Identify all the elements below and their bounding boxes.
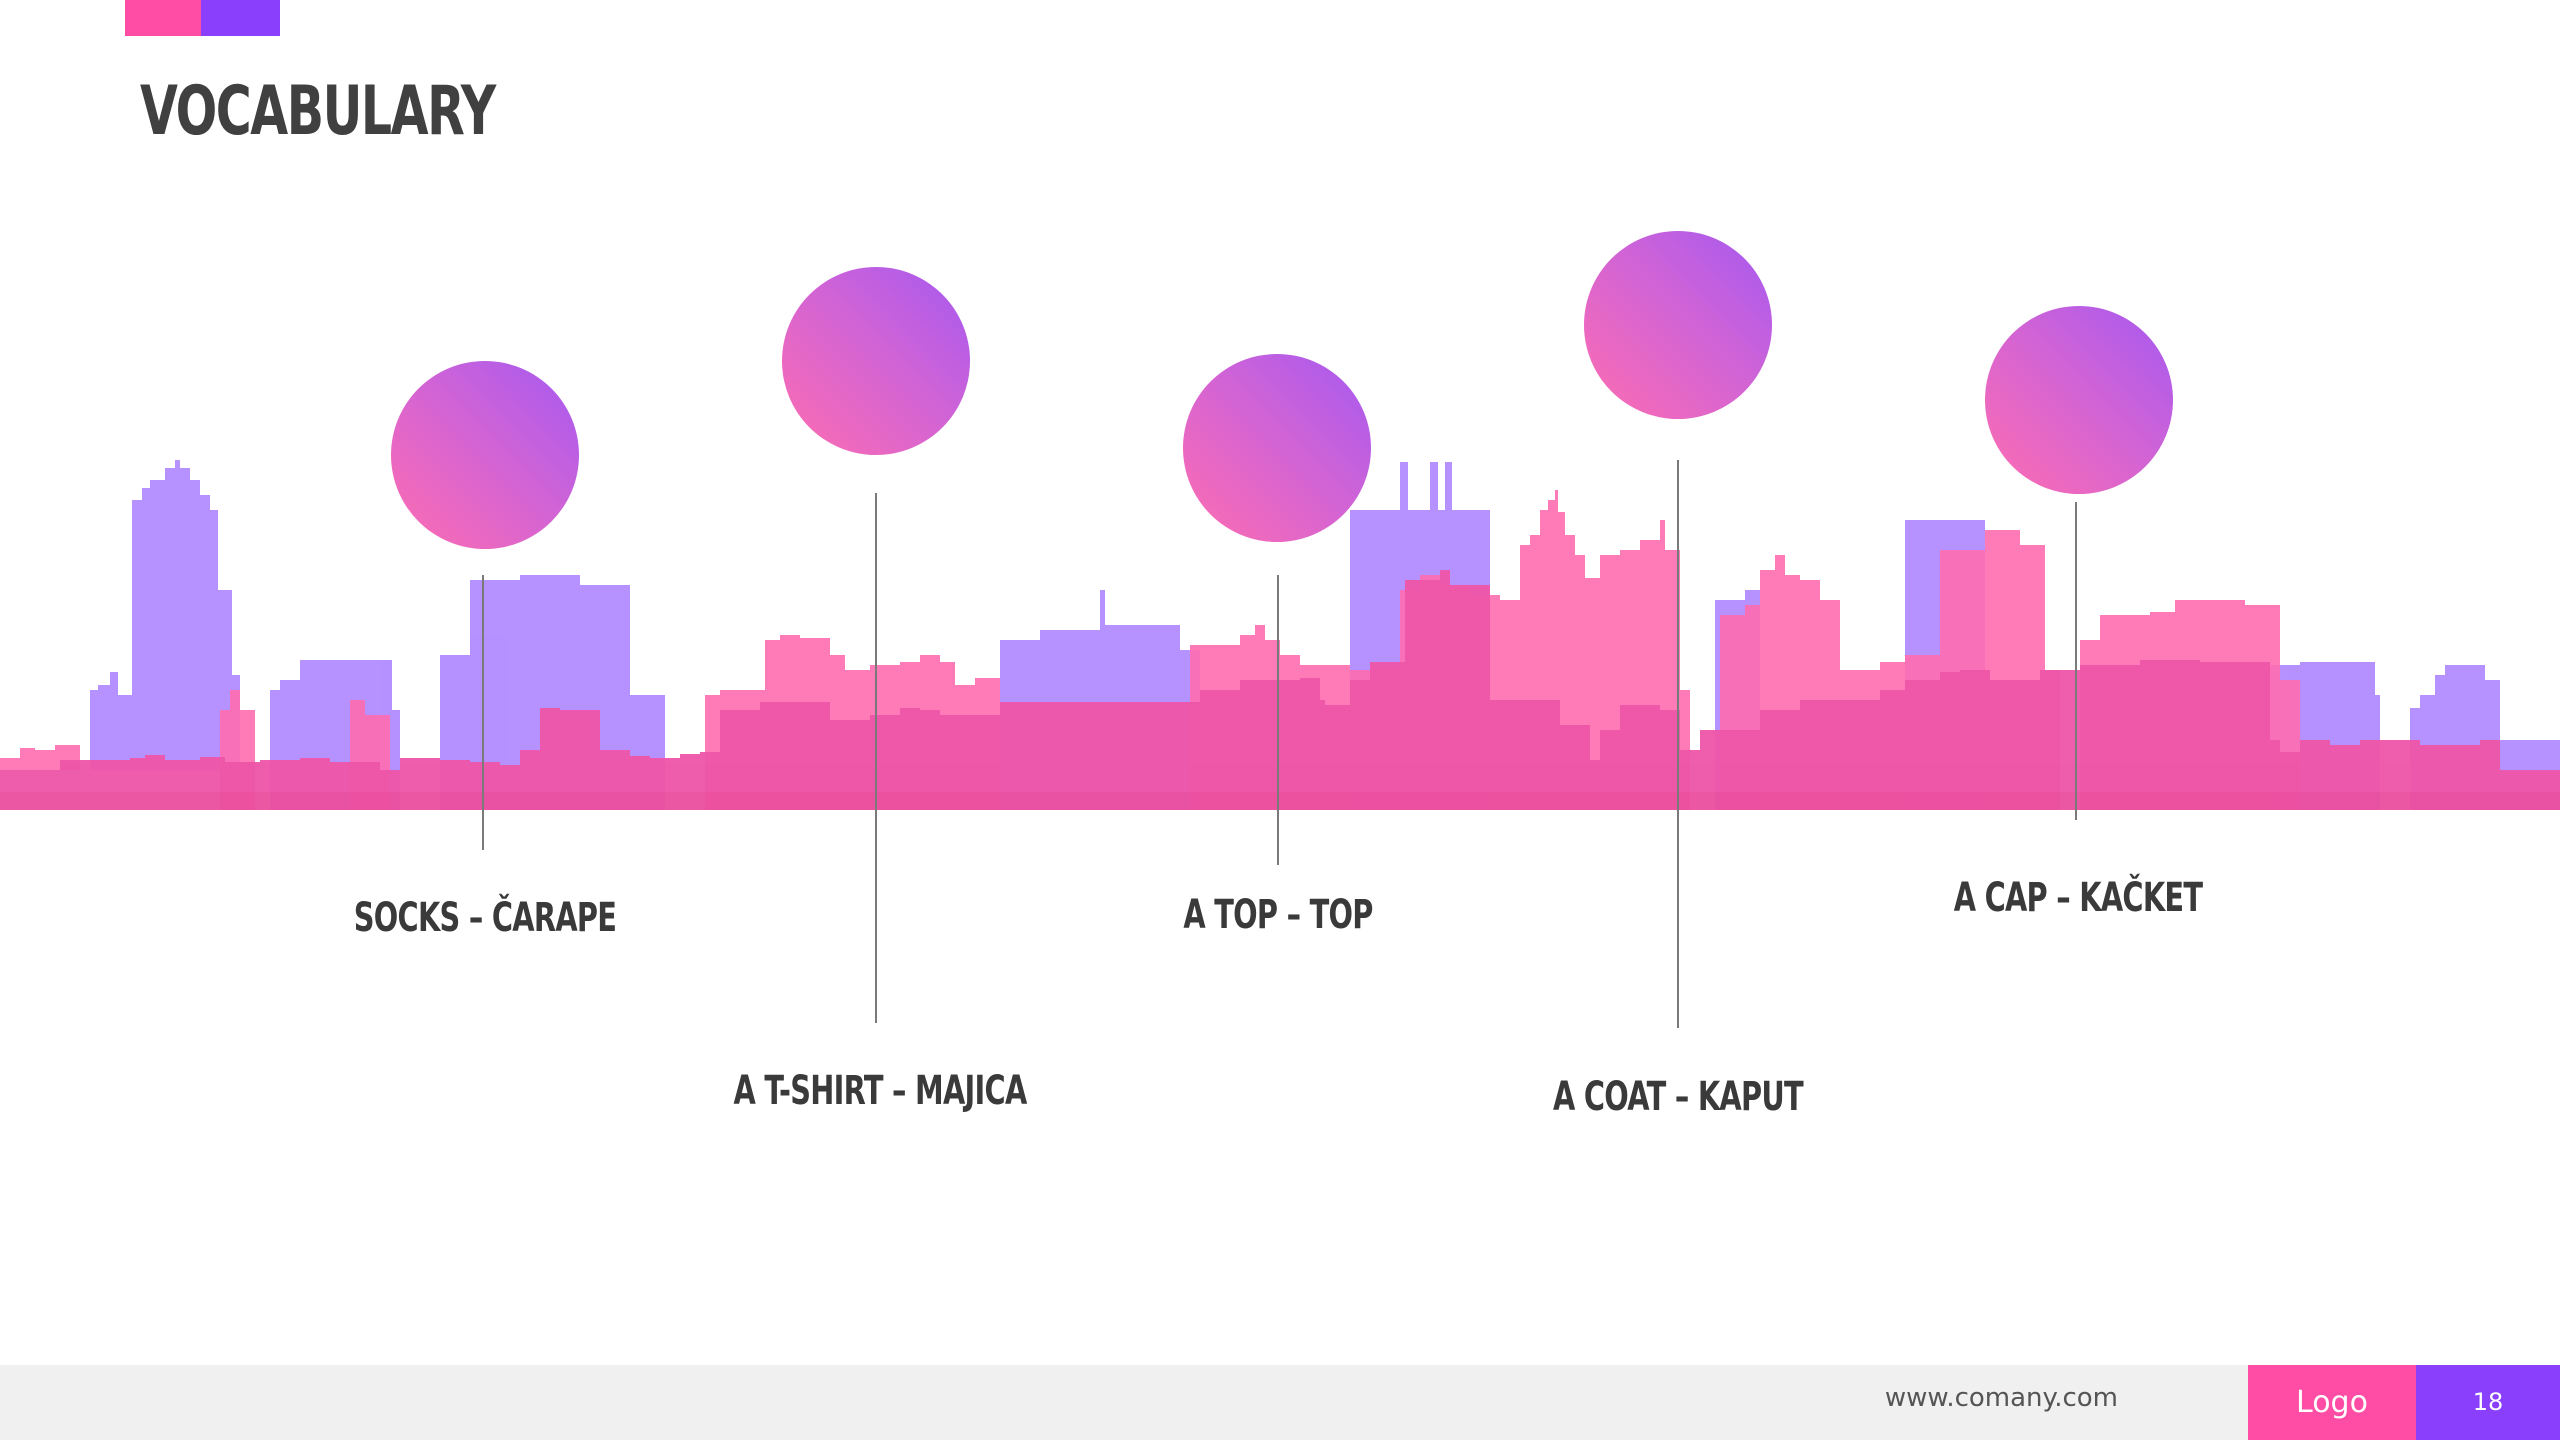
connector-line <box>875 493 877 1023</box>
connector-line <box>2075 502 2077 820</box>
vocab-label: A CAP – KAČKET <box>1953 875 2203 921</box>
bubble-circle <box>1985 306 2173 494</box>
bubble-circle <box>1183 354 1371 542</box>
bubble-circle <box>782 267 970 455</box>
connector-line <box>1677 460 1679 1028</box>
footer-logo: Logo <box>2248 1365 2416 1440</box>
connector-line <box>1277 575 1279 865</box>
vocab-label: A COAT – KAPUT <box>1553 1074 1804 1120</box>
accent-bar-purple <box>201 0 280 36</box>
city-skyline-illustration <box>0 460 2560 810</box>
vocab-label: A TOP – TOP <box>1183 892 1373 938</box>
accent-bar-pink <box>125 0 201 36</box>
connector-line <box>482 575 484 850</box>
vocab-label: SOCKS – ČARAPE <box>353 895 617 941</box>
page-number: 18 <box>2416 1365 2560 1440</box>
bubble-circle <box>1584 231 1772 419</box>
bubble-circle <box>391 361 579 549</box>
footer-bar: www.comany.com Logo 18 <box>0 1365 2560 1440</box>
vocab-label: A T-SHIRT – MAJICA <box>733 1068 1027 1114</box>
footer-url[interactable]: www.comany.com <box>1884 1383 2118 1413</box>
page-title: VOCABULARY <box>140 72 496 151</box>
